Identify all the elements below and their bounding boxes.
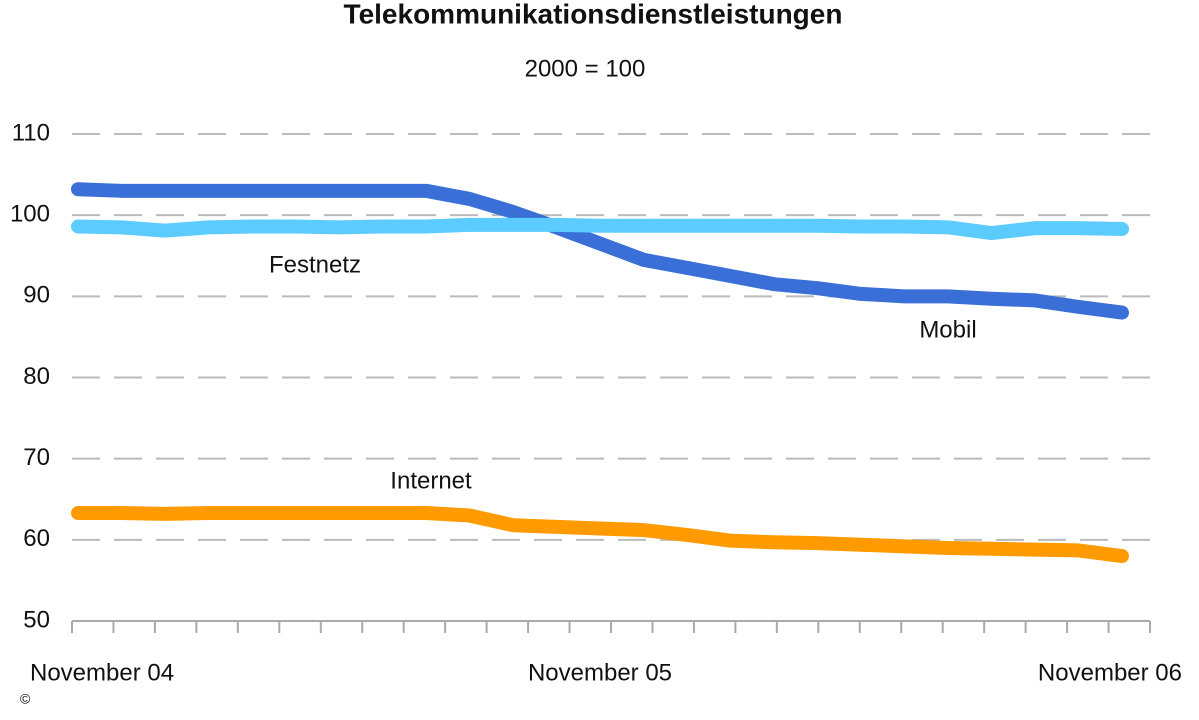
series-label: Festnetz xyxy=(269,251,361,278)
series-line xyxy=(71,506,1129,564)
y-tick-label: 60 xyxy=(23,525,50,552)
y-tick-label: 90 xyxy=(23,282,50,309)
y-tick-label: 70 xyxy=(23,444,50,471)
chart-subtitle: 2000 = 100 xyxy=(525,55,646,82)
x-tick-label: November 05 xyxy=(528,659,672,686)
x-tick-label: November 06 xyxy=(1038,659,1182,686)
chart-title: Telekommunikationsdienstleistungen xyxy=(344,0,843,29)
x-tick-label: November 04 xyxy=(30,659,174,686)
y-tick-label: 80 xyxy=(23,363,50,390)
series-line xyxy=(71,182,1129,320)
series-label: Mobil xyxy=(919,316,976,343)
y-tick-label: 50 xyxy=(23,606,50,633)
series-label: Internet xyxy=(390,467,472,494)
copyright: © xyxy=(20,691,31,707)
y-tick-label: 110 xyxy=(12,119,50,146)
y-tick-label: 100 xyxy=(10,201,50,228)
series-line xyxy=(71,217,1129,241)
